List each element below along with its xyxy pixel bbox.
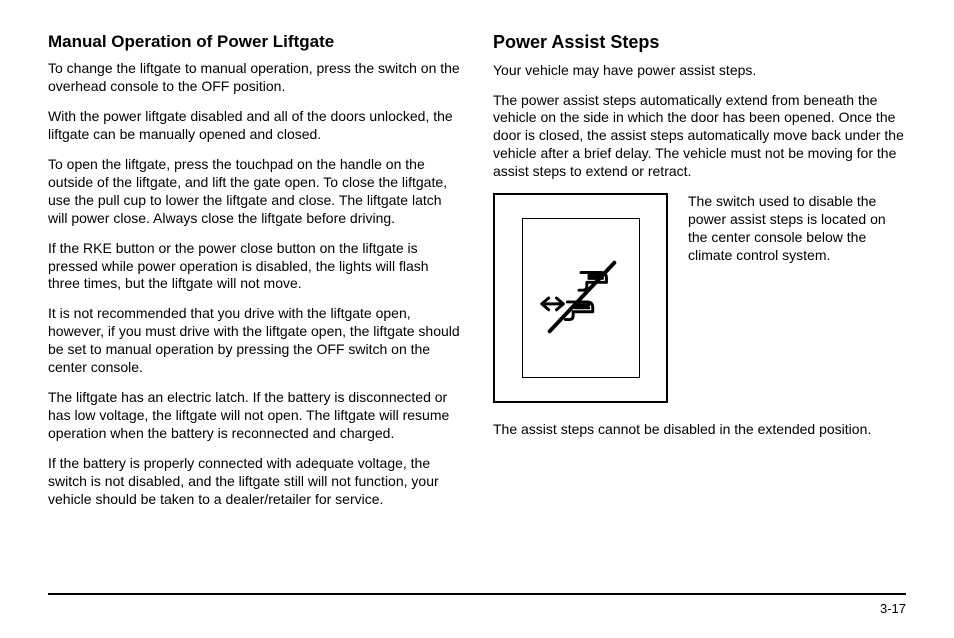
- page-footer: 3-17: [48, 593, 906, 616]
- figure-outer-box: [493, 193, 668, 403]
- footer-rule: [48, 593, 906, 595]
- power-assist-step-disable-icon: [532, 249, 630, 347]
- figure-row: The switch used to disable the power ass…: [493, 193, 906, 403]
- two-column-layout: Manual Operation of Power Liftgate To ch…: [48, 32, 906, 580]
- left-para-3: If the RKE button or the power close but…: [48, 240, 461, 294]
- right-column: Power Assist Steps Your vehicle may have…: [493, 32, 906, 580]
- left-para-1: With the power liftgate disabled and all…: [48, 108, 461, 144]
- page-number: 3-17: [48, 601, 906, 616]
- right-heading: Power Assist Steps: [493, 32, 906, 54]
- figure-inner-box: [522, 218, 640, 378]
- left-heading: Manual Operation of Power Liftgate: [48, 32, 461, 52]
- manual-page: Manual Operation of Power Liftgate To ch…: [0, 0, 954, 638]
- right-intro-0: Your vehicle may have power assist steps…: [493, 62, 906, 80]
- left-column: Manual Operation of Power Liftgate To ch…: [48, 32, 461, 580]
- left-para-5: The liftgate has an electric latch. If t…: [48, 389, 461, 443]
- left-para-2: To open the liftgate, press the touchpad…: [48, 156, 461, 228]
- left-para-4: It is not recommended that you drive wit…: [48, 305, 461, 377]
- left-para-0: To change the liftgate to manual operati…: [48, 60, 461, 96]
- right-after-0: The assist steps cannot be disabled in t…: [493, 421, 906, 439]
- left-para-6: If the battery is properly connected wit…: [48, 455, 461, 509]
- figure-caption: The switch used to disable the power ass…: [688, 193, 906, 403]
- right-intro-1: The power assist steps automatically ext…: [493, 92, 906, 182]
